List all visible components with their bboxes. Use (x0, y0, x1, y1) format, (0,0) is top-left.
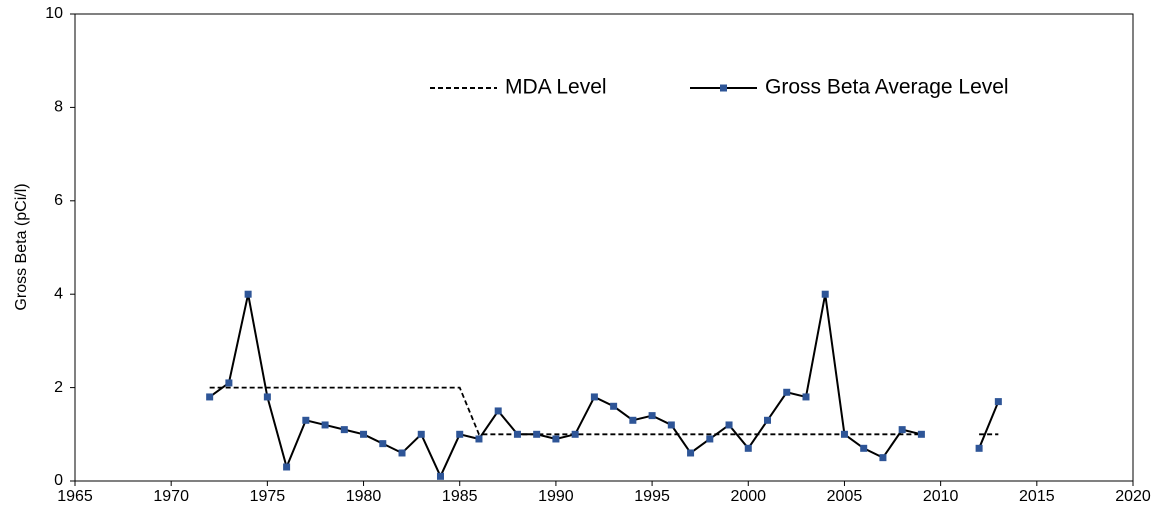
marker (610, 402, 618, 410)
marker (340, 426, 348, 434)
marker (244, 290, 252, 298)
legend-label: MDA Level (505, 76, 607, 99)
marker (302, 416, 310, 424)
marker (494, 407, 502, 415)
marker (667, 421, 675, 429)
marker (725, 421, 733, 429)
marker (975, 444, 983, 452)
marker (436, 472, 444, 480)
x-tick-label: 1995 (634, 488, 670, 505)
y-tick-label: 8 (54, 99, 63, 116)
x-tick-label: 2000 (730, 488, 766, 505)
marker (206, 393, 214, 401)
series-line (209, 386, 999, 436)
marker (783, 388, 791, 396)
marker (590, 393, 598, 401)
marker (648, 412, 656, 420)
marker (994, 398, 1002, 406)
y-tick-label: 10 (45, 5, 63, 22)
x-tick-label: 1970 (153, 488, 189, 505)
marker (533, 430, 541, 438)
plot-frame (74, 13, 1134, 482)
x-tick-label: 2015 (1019, 488, 1055, 505)
x-tick-label: 1975 (250, 488, 286, 505)
x-tick-label: 1965 (57, 488, 93, 505)
marker (764, 416, 772, 424)
marker (379, 440, 387, 448)
marker (263, 393, 271, 401)
marker (802, 393, 810, 401)
y-tick-label: 0 (54, 472, 63, 489)
marker (917, 430, 925, 438)
legend-label: Gross Beta Average Level (765, 76, 1009, 99)
marker (629, 416, 637, 424)
marker (225, 379, 233, 387)
x-tick-label: 1990 (538, 488, 574, 505)
x-tick-label: 1985 (442, 488, 478, 505)
marker (360, 430, 368, 438)
x-tick-label: 2005 (827, 488, 863, 505)
legend-marker (720, 84, 727, 92)
marker (821, 290, 829, 298)
marker (513, 430, 521, 438)
y-tick-label: 6 (54, 192, 63, 209)
marker (744, 444, 752, 452)
marker (283, 463, 291, 471)
y-axis-label: Gross Beta (pCi/l) (13, 183, 30, 310)
y-tick-label: 2 (54, 379, 63, 396)
marker (860, 444, 868, 452)
x-tick-label: 2020 (1115, 488, 1151, 505)
marker (417, 430, 425, 438)
marker (840, 430, 848, 438)
marker (552, 435, 560, 443)
marker (898, 426, 906, 434)
marker (687, 449, 695, 457)
marker (706, 435, 714, 443)
marker (398, 449, 406, 457)
y-tick-label: 4 (54, 285, 63, 302)
x-tick-label: 1980 (346, 488, 382, 505)
series-line (209, 293, 1000, 479)
marker (879, 454, 887, 462)
marker (456, 430, 464, 438)
x-tick-label: 2010 (923, 488, 959, 505)
marker (321, 421, 329, 429)
marker (571, 430, 579, 438)
marker (475, 435, 483, 443)
